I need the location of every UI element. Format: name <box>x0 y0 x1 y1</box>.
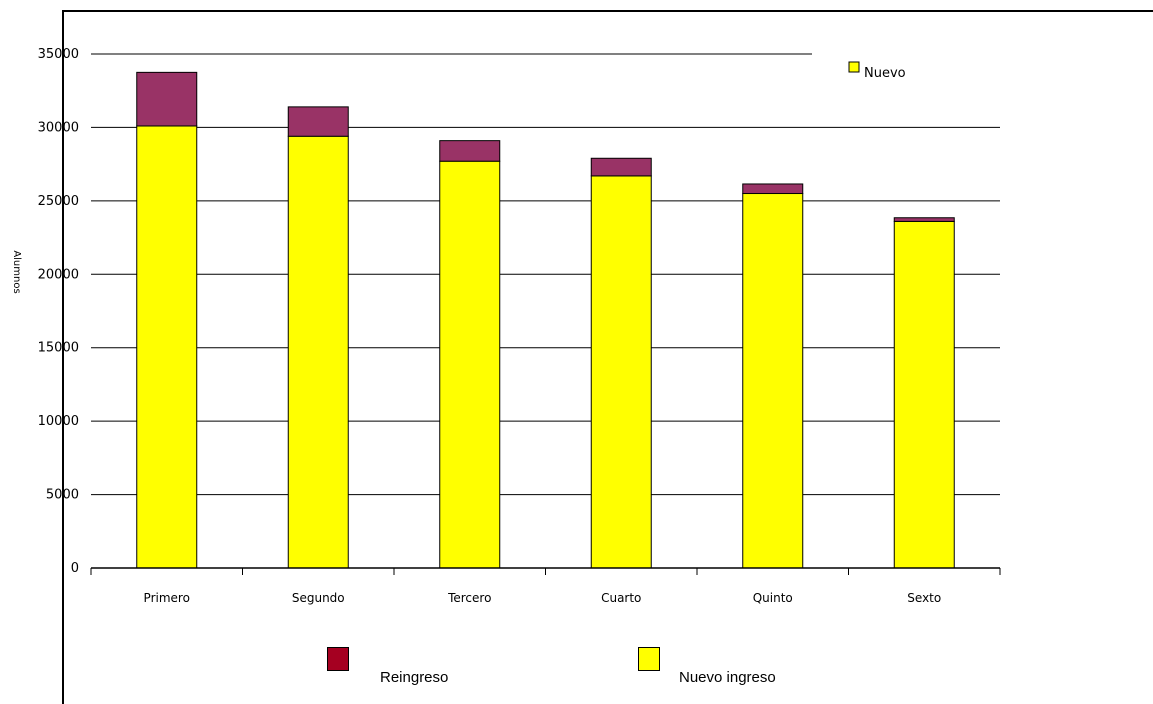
bar-reingreso <box>287 106 349 137</box>
x-tick-labels: Primero Segundo Tercero Cuarto Quinto Sexto <box>144 591 942 605</box>
inner-legend-swatch <box>848 61 860 73</box>
x-tick-label: Quinto <box>753 591 793 605</box>
y-tick-label: 10000 <box>38 414 79 429</box>
y-tick-label: 35000 <box>38 47 79 62</box>
axes <box>90 567 1001 575</box>
x-tick-label: Segundo <box>292 591 345 605</box>
x-tick-label: Sexto <box>907 591 941 605</box>
bar-reingreso <box>136 71 198 127</box>
x-tick-label: Cuarto <box>601 591 641 605</box>
x-tick-label: Primero <box>144 591 190 605</box>
bar-nuevo-ingreso <box>590 175 652 569</box>
y-tick-label: 5000 <box>46 488 79 503</box>
legend-swatch-nuevo-ingreso <box>638 647 660 671</box>
bars <box>136 71 955 569</box>
bar-reingreso <box>742 183 804 195</box>
bar-nuevo-ingreso <box>136 125 198 569</box>
y-tick-label: 15000 <box>38 341 79 356</box>
bar-nuevo-ingreso <box>439 160 501 569</box>
legend-label-reingreso: Reingreso <box>380 669 449 686</box>
bar-nuevo-ingreso <box>742 193 804 569</box>
bar-reingreso <box>893 217 955 222</box>
bar-reingreso <box>590 157 652 177</box>
bar-nuevo-ingreso <box>287 135 349 569</box>
gridlines <box>91 53 1000 496</box>
y-tick-label: 20000 <box>38 267 79 282</box>
y-tick-label: 0 <box>71 561 79 576</box>
x-tick-label: Tercero <box>447 591 491 605</box>
y-axis-label: Alumnos <box>11 250 22 293</box>
y-tick-label: 30000 <box>38 120 79 135</box>
y-tick-label: 25000 <box>38 194 79 209</box>
bar-nuevo-ingreso <box>893 220 955 569</box>
y-tick-labels: 0 5000 10000 15000 20000 25000 30000 35000 <box>38 47 79 576</box>
bar-reingreso <box>439 140 501 162</box>
chart-frame <box>62 10 1153 704</box>
inner-legend: Nuevo <box>848 61 906 81</box>
legend-label-nuevo-ingreso: Nuevo ingreso <box>679 669 776 686</box>
inner-legend-label: Nuevo <box>864 66 906 81</box>
legend-swatch-reingreso <box>327 647 349 671</box>
